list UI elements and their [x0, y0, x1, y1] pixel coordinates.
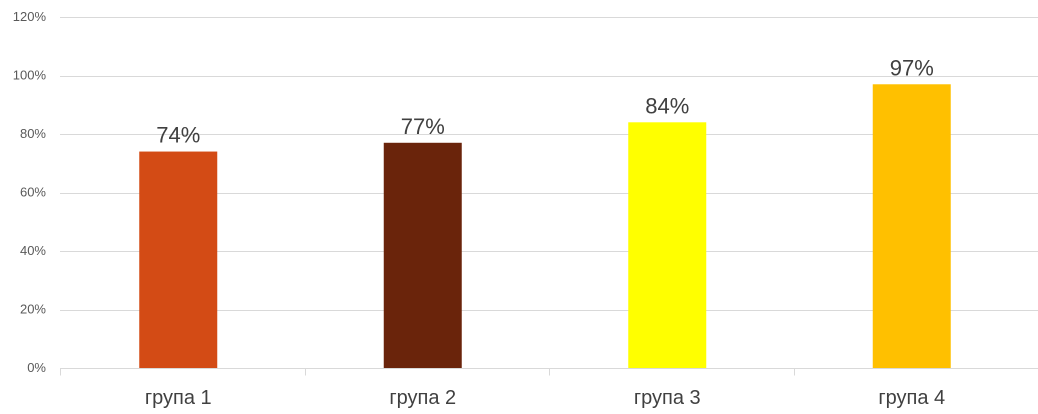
y-tick-label: 120%	[13, 9, 47, 24]
data-label: 74%	[156, 123, 200, 148]
x-axis	[60, 368, 1038, 376]
data-label: 77%	[401, 114, 445, 139]
y-tick-label: 40%	[20, 243, 46, 258]
x-tick-label: група 2	[389, 387, 456, 409]
y-tick-label: 60%	[20, 185, 46, 200]
y-axis-tick-labels: 0% 20% 40% 60% 80% 100% 120%	[13, 9, 47, 375]
x-axis-tick-labels: група 1 група 2 група 3 група 4	[145, 387, 945, 409]
y-tick-label: 100%	[13, 68, 47, 83]
bars	[139, 84, 951, 369]
bar-4	[872, 84, 951, 369]
data-label: 84%	[645, 93, 689, 118]
x-tick-label: група 3	[634, 387, 701, 409]
x-tick-label: група 1	[145, 387, 212, 409]
y-tick-label: 0%	[27, 360, 46, 375]
y-tick-label: 20%	[20, 302, 46, 317]
y-tick-label: 80%	[20, 126, 46, 141]
data-labels: 74% 77% 84% 97%	[156, 55, 934, 147]
data-label: 97%	[890, 55, 934, 80]
bar-3	[628, 122, 707, 368]
bar-2	[383, 142, 462, 368]
bar-1	[139, 151, 218, 368]
x-tick-label: група 4	[878, 387, 945, 409]
